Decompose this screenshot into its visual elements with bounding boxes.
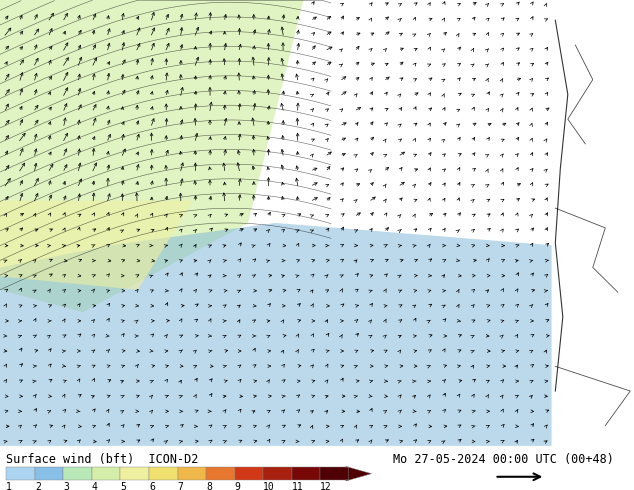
- Bar: [35, 467, 63, 480]
- Text: 3: 3: [63, 482, 69, 490]
- Text: 6: 6: [149, 482, 155, 490]
- Bar: [178, 467, 206, 480]
- Text: 7: 7: [178, 482, 183, 490]
- Bar: [149, 467, 178, 480]
- Text: 8: 8: [206, 482, 212, 490]
- Polygon shape: [0, 223, 552, 446]
- Text: 2: 2: [35, 482, 41, 490]
- Bar: [6, 467, 35, 480]
- Bar: [120, 467, 149, 480]
- Bar: [206, 467, 235, 480]
- Polygon shape: [0, 201, 193, 290]
- Bar: [292, 467, 320, 480]
- Bar: [320, 467, 349, 480]
- FancyArrow shape: [346, 466, 372, 481]
- Text: 10: 10: [263, 482, 275, 490]
- Bar: [263, 467, 292, 480]
- Polygon shape: [0, 0, 304, 312]
- Text: Mo 27-05-2024 00:00 UTC (00+48): Mo 27-05-2024 00:00 UTC (00+48): [393, 453, 614, 466]
- Text: 11: 11: [292, 482, 304, 490]
- Text: 1: 1: [6, 482, 12, 490]
- Bar: [92, 467, 120, 480]
- Bar: [63, 467, 92, 480]
- Text: Surface wind (bft)  ICON-D2: Surface wind (bft) ICON-D2: [6, 453, 198, 466]
- Bar: [235, 467, 263, 480]
- Text: 4: 4: [92, 482, 98, 490]
- Text: 5: 5: [120, 482, 126, 490]
- Text: 12: 12: [320, 482, 332, 490]
- Text: 9: 9: [235, 482, 240, 490]
